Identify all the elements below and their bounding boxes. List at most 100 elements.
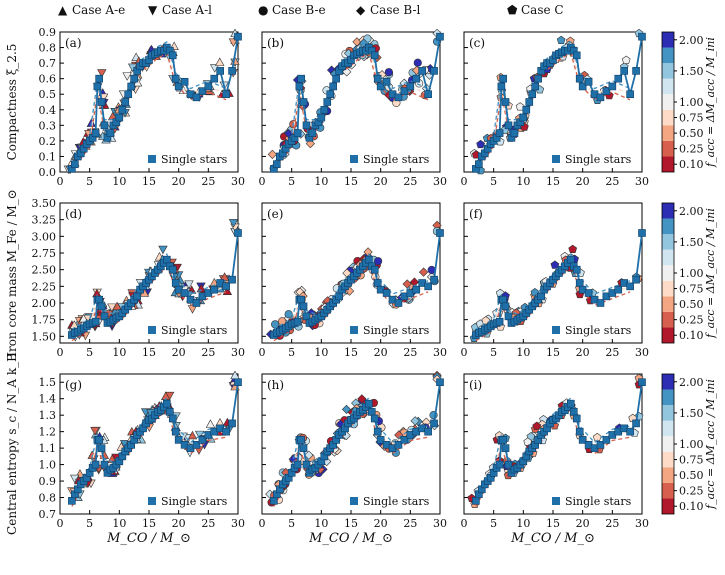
x-tick-label: 0: [57, 346, 64, 359]
single-star-marker: [406, 82, 415, 91]
single-star-marker: [297, 74, 305, 83]
binary-marker: [184, 280, 194, 290]
x-tick-label: 0: [259, 175, 266, 188]
colorbar-tick-label: 0.10: [679, 158, 704, 171]
x-tick-label: 30: [433, 517, 447, 530]
x-tick-label: 5: [490, 517, 497, 530]
colorbar-tick-label: 1.50: [679, 407, 704, 420]
panel-b: 0 5 10 15 20 25 30 (b) Single stars: [259, 28, 447, 188]
colorbar-segment: [662, 498, 674, 514]
single-star-marker: [638, 32, 646, 41]
colorbar-segment: [662, 63, 674, 79]
single-star-marker: [510, 129, 519, 137]
colorbar-segment: [662, 32, 674, 48]
single-legend-marker: [148, 326, 156, 334]
single-star-marker: [596, 299, 605, 307]
x-tick-label: 10: [516, 175, 530, 188]
single-star-marker: [91, 129, 100, 137]
panel-label: (c): [469, 36, 485, 50]
single-star-marker: [97, 302, 106, 311]
single-star-marker: [596, 93, 605, 102]
single-star-marker: [572, 51, 581, 60]
single-star-marker: [370, 51, 379, 60]
legend-top-marker: ▲: [58, 3, 68, 17]
single-star-marker: [293, 317, 302, 326]
x-tick-label: 15: [142, 175, 156, 188]
y-tick-label: 0.6: [39, 73, 57, 86]
single-star-marker: [222, 427, 230, 436]
single-star-marker: [228, 275, 236, 284]
single-star-marker: [124, 90, 133, 99]
single-star-marker: [97, 444, 106, 452]
x-tick-label: 10: [516, 346, 530, 359]
binary-marker: [621, 55, 631, 64]
single-star-marker: [382, 77, 391, 86]
x-tick-label: 20: [576, 517, 590, 530]
single-star-marker: [68, 497, 76, 505]
single-star-marker: [93, 82, 102, 91]
plot-frame: [463, 373, 643, 515]
panel-label: (b): [267, 36, 284, 50]
colorbar-segment: [662, 327, 674, 343]
single-star-marker: [614, 285, 623, 294]
single-star-marker: [499, 74, 507, 83]
single-star-marker: [174, 436, 183, 444]
single-star-marker: [522, 105, 531, 114]
panel-label: (e): [267, 207, 283, 221]
colorbar-tick-label: 2.00: [679, 205, 704, 218]
binary-marker: [550, 260, 560, 269]
x-tick-label: 15: [142, 346, 156, 359]
single-star-marker: [572, 265, 581, 274]
y-tick-label: 0.7: [39, 57, 57, 70]
legend-top-marker: ▼: [148, 3, 158, 17]
single-legend-marker: [350, 155, 358, 163]
single-star-marker: [127, 82, 135, 91]
single-star-marker: [163, 255, 171, 264]
binary-trend-line: [475, 52, 631, 173]
single-legend-marker: [552, 326, 560, 334]
x-tick-label: 30: [635, 517, 649, 530]
single-star-marker: [323, 98, 332, 106]
single-star-marker: [174, 82, 183, 91]
single-star-marker: [373, 427, 382, 436]
single-star-marker: [228, 67, 236, 75]
colorbar-segment: [662, 203, 674, 219]
x-tick-label: 5: [86, 517, 93, 530]
single-star-marker: [495, 129, 504, 137]
x-tick-label: 25: [201, 175, 215, 188]
binary-trend-line: [71, 252, 227, 330]
colorbar: 0.10 0.25 0.50 0.75 1.00 1.50 2.00 f_acc = ΔM_a…: [661, 202, 717, 344]
binary-marker: [69, 474, 80, 484]
single-star-marker: [100, 460, 109, 469]
single-star-marker: [198, 436, 207, 444]
x-tick-label: 5: [490, 346, 497, 359]
single-legend-label: Single stars: [363, 495, 430, 508]
colorbar-tick-label: 2.00: [679, 376, 704, 389]
single-star-marker: [376, 82, 385, 91]
single-star-marker: [332, 74, 340, 83]
x-tick-label: 10: [314, 346, 328, 359]
single-legend-label: Single stars: [565, 495, 632, 508]
single-star-marker: [412, 74, 421, 83]
single-star-marker: [106, 129, 115, 137]
single-star-marker: [382, 289, 391, 297]
single-star-marker: [501, 98, 510, 106]
binary-trend-line: [71, 52, 227, 173]
panel-label: (g): [65, 378, 82, 392]
binary-trend-line: [273, 52, 429, 173]
single-star-marker: [216, 67, 224, 75]
colorbar-label: f_acc = ΔM_acc / M_ini: [704, 37, 717, 168]
single-star-marker: [475, 160, 483, 169]
single-star-marker: [501, 444, 510, 452]
x-tick-label: 30: [635, 175, 649, 188]
x-tick-label: 25: [403, 346, 417, 359]
binary-marker: [384, 68, 393, 77]
single-star-marker: [222, 282, 230, 291]
x-tick-label: 5: [86, 175, 93, 188]
single-star-marker: [370, 414, 379, 423]
colorbar-tick-label: 0.50: [679, 298, 704, 311]
single-legend-marker: [350, 326, 358, 334]
y-axis-label: Central entropy s_c / N_A k_B: [5, 353, 19, 535]
binary-marker: [228, 38, 239, 47]
colorbar-segment: [662, 420, 674, 437]
